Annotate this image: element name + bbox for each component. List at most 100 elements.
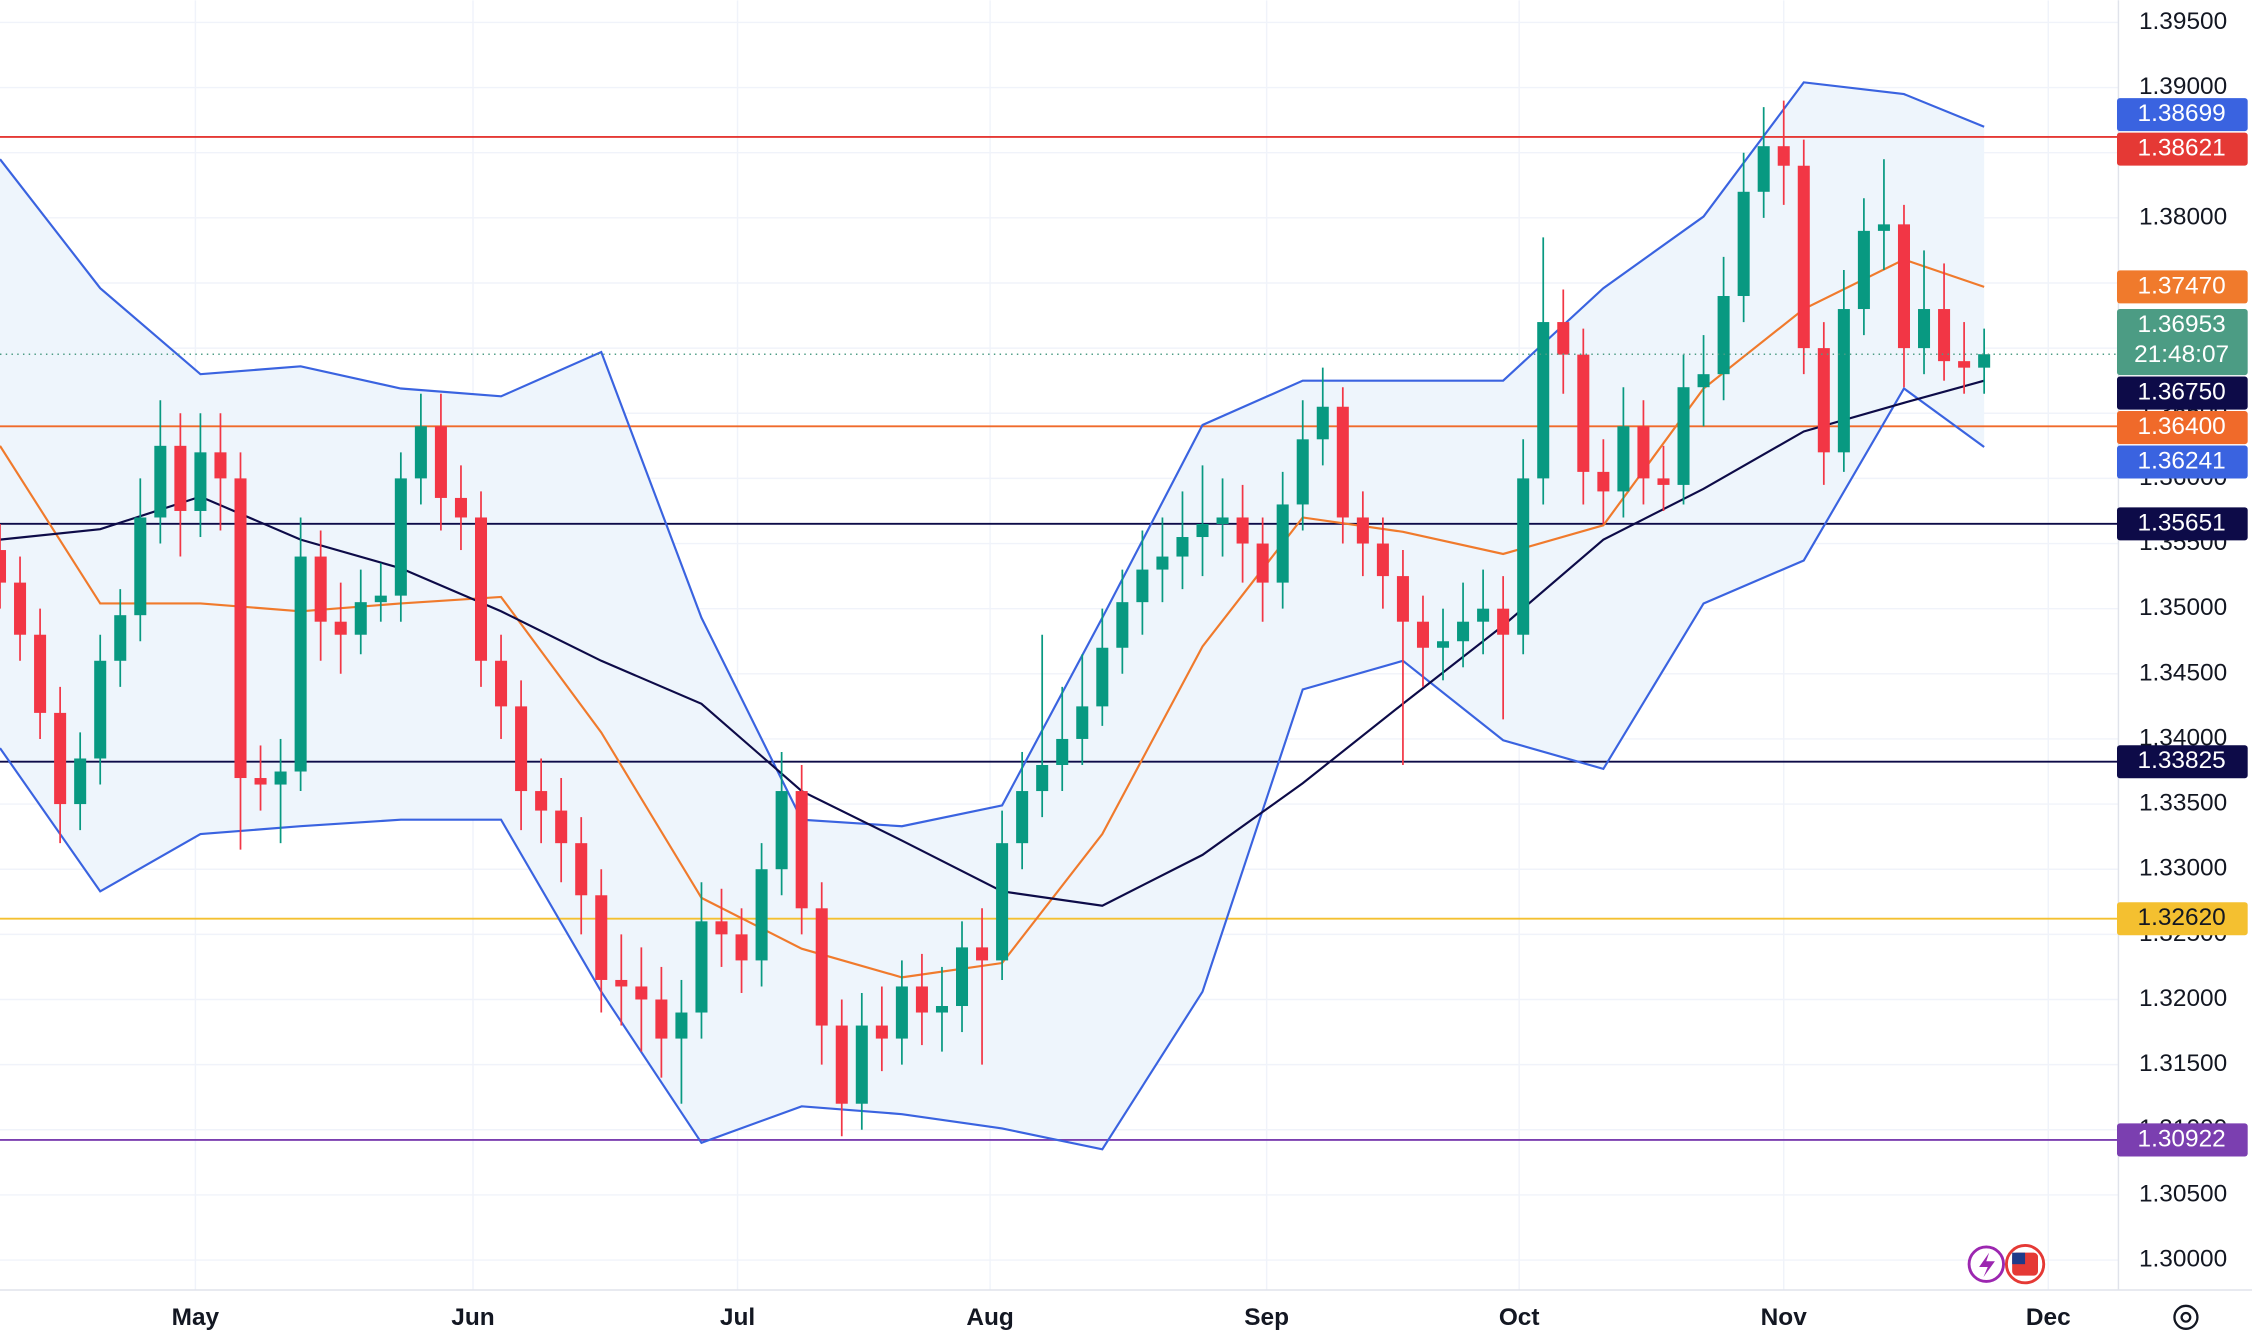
candle-body	[1477, 608, 1490, 622]
candle-body	[1537, 322, 1550, 479]
y-tick-label: 1.39500	[2139, 8, 2227, 35]
candle-body	[474, 517, 488, 661]
price-tag-box	[2116, 445, 2248, 479]
indicator-line	[0, 81, 1985, 828]
candle-body	[1717, 296, 1730, 375]
y-tick-label: 1.38000	[2139, 203, 2227, 230]
candle-body	[996, 843, 1009, 961]
y-tick-label: 1.35000	[2139, 594, 2227, 621]
price-tag-box	[2116, 411, 2248, 445]
y-tick-label: 1.39000	[2139, 73, 2227, 100]
candle-body	[555, 810, 568, 844]
price-tag: 1.36750	[2116, 376, 2248, 410]
candle-body	[1958, 361, 1971, 368]
candle-body	[795, 791, 808, 909]
candle-body	[1677, 387, 1690, 485]
candle-body	[575, 843, 588, 896]
x-tick-label: Jul	[720, 1304, 755, 1331]
candle-body	[1918, 309, 1931, 349]
y-tick-label: 1.33000	[2139, 855, 2227, 882]
x-tick-label: Aug	[966, 1304, 1013, 1331]
band-fill	[0, 82, 1985, 1150]
candle-body	[1116, 602, 1129, 648]
price-tag-label: 21:48:07	[2134, 341, 2229, 368]
candle-body	[0, 550, 7, 583]
candle-body	[1136, 569, 1149, 603]
price-tag-box	[2116, 98, 2248, 132]
indicator-line	[0, 386, 1985, 1151]
candle-body	[515, 706, 528, 792]
candle-body	[755, 869, 768, 961]
candle-body	[1356, 517, 1369, 544]
candle-body	[1176, 537, 1189, 557]
candle-body	[1416, 621, 1429, 648]
candle-body	[134, 517, 147, 616]
price-tag-label: 1.33825	[2138, 747, 2226, 774]
candle-body	[1336, 406, 1349, 518]
candle-body	[394, 478, 407, 596]
flag-canton	[2012, 1252, 2026, 1265]
toolbar-icons[interactable]	[1967, 1244, 2199, 1330]
candle-body	[1817, 348, 1830, 453]
settings-icon[interactable]	[2173, 1304, 2199, 1330]
candle-body	[1256, 543, 1269, 583]
candle-body	[74, 758, 87, 805]
candle-body	[114, 615, 127, 661]
candle-body	[1877, 224, 1890, 231]
y-tick-label: 1.32000	[2139, 985, 2227, 1012]
candle-body	[1437, 641, 1450, 648]
candle-body	[1196, 523, 1209, 538]
candle-body	[935, 1006, 948, 1013]
price-tag: 1.37470	[2116, 270, 2248, 304]
price-tag: 1.30922	[2116, 1123, 2248, 1157]
candle-body	[1517, 478, 1530, 635]
price-tag: 1.38699	[2116, 98, 2248, 132]
price-tag-label: 1.36750	[2138, 379, 2226, 406]
price-tag-label: 1.37470	[2138, 272, 2226, 299]
price-tag-label: 1.30922	[2138, 1125, 2226, 1152]
candle-body	[1096, 647, 1109, 707]
candle-body	[535, 791, 548, 811]
price-tag: 1.38621	[2116, 132, 2248, 166]
candle-body	[454, 497, 467, 518]
x-tick-label: Sep	[1244, 1304, 1289, 1331]
candle-body	[1577, 354, 1590, 472]
price-tag-box	[2116, 376, 2248, 410]
price-tag: 1.36953 21:48:07	[2116, 309, 2248, 376]
candle-body	[274, 771, 287, 785]
price-tag-box	[2116, 309, 2248, 376]
candle-body	[1897, 224, 1910, 349]
candle-body	[1777, 146, 1790, 166]
candle-body	[174, 445, 187, 511]
price-tag-label: 1.35651	[2138, 509, 2226, 536]
candle-body	[815, 908, 828, 1026]
price-tag-box	[2116, 745, 2248, 779]
y-tick-label: 1.30000	[2139, 1246, 2227, 1273]
candle-body	[354, 602, 367, 635]
candle-body	[1637, 426, 1650, 479]
candle-body	[34, 634, 47, 713]
candle-body	[855, 1025, 868, 1104]
candle-body	[1757, 146, 1770, 192]
price-tag: 1.33825	[2116, 745, 2248, 779]
candle-body	[1737, 191, 1750, 297]
candle-body	[1016, 791, 1029, 844]
candle-body	[414, 426, 427, 479]
price-tag-label: 1.38699	[2138, 100, 2226, 127]
candle-body	[1597, 471, 1610, 492]
y-tick-label: 1.34500	[2139, 659, 2227, 686]
candle-body	[1857, 230, 1870, 310]
candle-body	[775, 791, 788, 870]
candle-body	[294, 556, 307, 772]
candle-body	[14, 582, 27, 635]
candle-body	[434, 426, 447, 498]
candle-body	[1657, 478, 1670, 485]
candle-body	[1036, 765, 1049, 792]
candle-body	[154, 445, 167, 518]
candle-body	[615, 979, 628, 987]
candle-body	[194, 452, 207, 511]
candle-body	[1296, 439, 1309, 505]
candle-body	[1396, 576, 1409, 622]
